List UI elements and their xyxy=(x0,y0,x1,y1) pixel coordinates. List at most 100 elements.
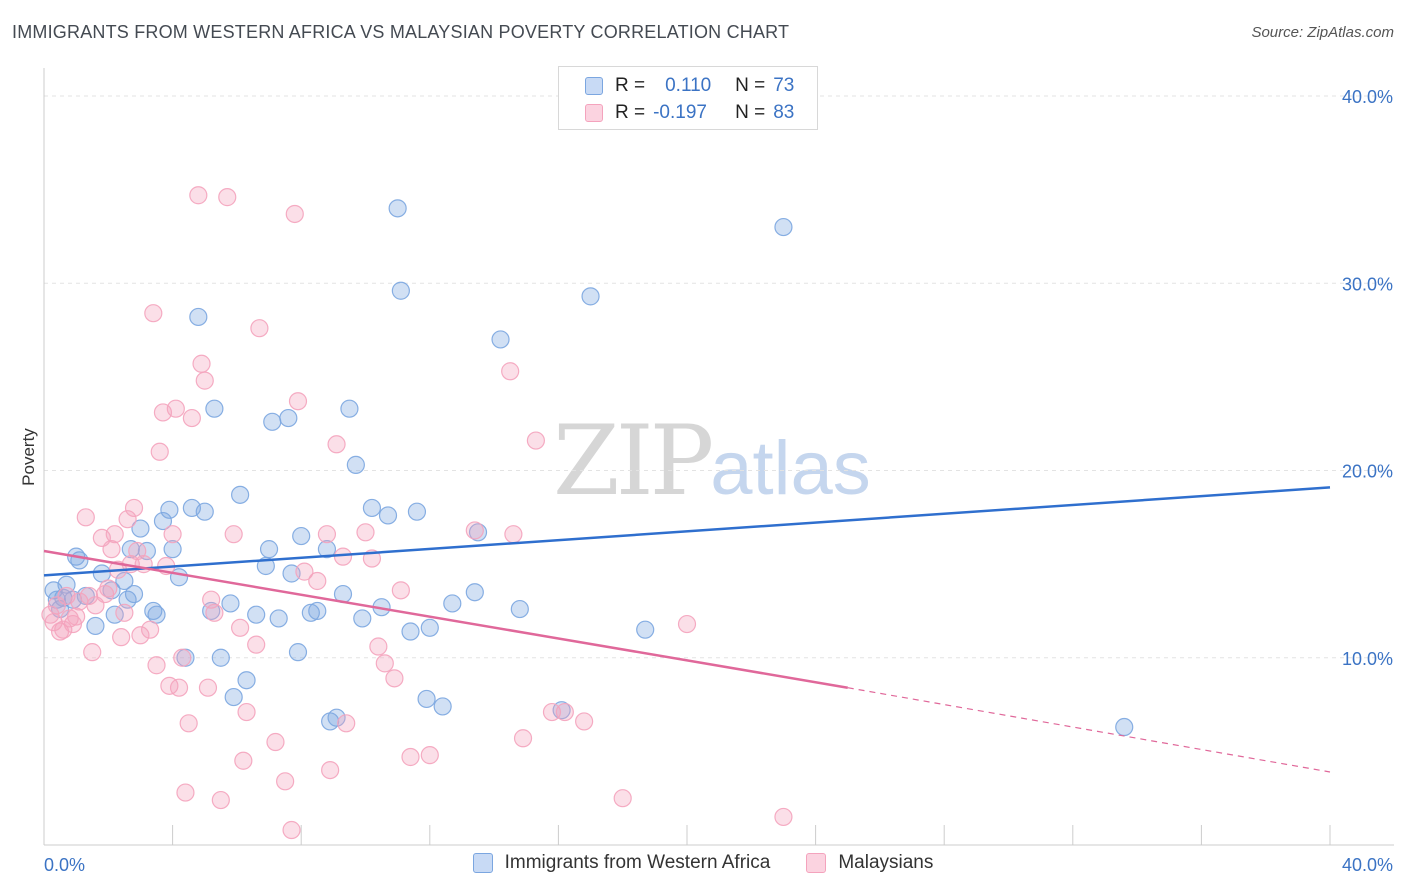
scatter-point-malaysians xyxy=(356,523,375,542)
scatter-point-western-africa xyxy=(308,601,327,621)
scatter-point-western-africa xyxy=(433,697,452,716)
scatter-point-malaysians xyxy=(169,678,189,697)
scatter-point-malaysians xyxy=(613,789,632,808)
scatter-point-western-africa xyxy=(211,648,230,667)
scatter-point-western-africa xyxy=(86,616,105,636)
scatter-point-western-africa xyxy=(468,523,488,542)
series-legend-item-malaysians: Malaysians xyxy=(806,852,933,874)
series-swatch-pink xyxy=(806,853,827,873)
scatter-point-western-africa xyxy=(340,399,359,418)
scatter-point-malaysians xyxy=(231,618,250,637)
scatter-point-malaysians xyxy=(250,319,269,338)
scatter-point-malaysians xyxy=(144,304,163,323)
scatter-point-western-africa xyxy=(317,540,337,559)
scatter-point-western-africa xyxy=(163,540,182,559)
scatter-point-western-africa xyxy=(124,584,144,604)
series-legend: Immigrants from Western Africa Malaysian… xyxy=(0,852,1406,874)
scatter-point-malaysians xyxy=(321,760,340,780)
scatter-point-malaysians xyxy=(140,620,160,639)
scatter-point-western-africa xyxy=(774,217,793,237)
scatter-point-malaysians xyxy=(333,547,353,566)
legend-r-label: R = xyxy=(615,75,646,96)
scatter-point-malaysians xyxy=(198,678,218,697)
scatter-point-malaysians xyxy=(276,772,295,791)
scatter-point-western-africa xyxy=(147,605,166,624)
scatter-point-western-africa xyxy=(189,307,208,327)
scatter-point-malaysians xyxy=(677,614,697,634)
scatter-point-western-africa xyxy=(247,605,266,624)
legend-row-western-africa: R = 0.110 N = 73 xyxy=(585,74,794,98)
y-tick-label: 10.0% xyxy=(1342,649,1393,669)
legend-r-value: -0.197 xyxy=(653,102,707,123)
scatter-point-western-africa xyxy=(115,571,134,591)
scatter-point-western-africa xyxy=(195,502,214,521)
scatter-point-western-africa xyxy=(259,540,279,559)
scatter-point-malaysians xyxy=(205,603,224,622)
scatter-point-malaysians xyxy=(179,714,198,733)
trend-line-western-africa xyxy=(43,486,1331,577)
scatter-point-malaysians xyxy=(189,186,208,205)
scatter-point-malaysians xyxy=(176,783,195,802)
scatter-point-malaysians xyxy=(504,525,523,544)
scatter-point-western-africa xyxy=(327,708,346,727)
scatter-point-malaysians xyxy=(575,712,594,731)
scatter-point-malaysians xyxy=(105,525,124,544)
scatter-point-malaysians xyxy=(150,442,169,461)
scatter-point-western-africa xyxy=(70,551,89,570)
legend-n-label: N = xyxy=(735,102,766,123)
y-tick-label: 30.0% xyxy=(1342,274,1393,294)
scatter-point-western-africa xyxy=(346,455,365,474)
scatter-point-malaysians xyxy=(192,354,211,373)
scatter-point-western-africa xyxy=(443,594,462,613)
scatter-point-malaysians xyxy=(513,729,533,748)
scatter-point-malaysians xyxy=(385,669,404,688)
x-tick-label: 40.0% xyxy=(1342,855,1393,875)
scatter-point-malaysians xyxy=(60,609,79,628)
scatter-point-western-africa xyxy=(131,519,150,538)
scatter-point-western-africa xyxy=(288,643,308,662)
scatter-point-malaysians xyxy=(83,643,102,662)
scatter-point-malaysians xyxy=(102,540,121,559)
scatter-point-malaysians xyxy=(555,702,574,722)
scatter-point-malaysians xyxy=(147,656,166,675)
legend-row-malaysians: R = -0.197 N = 83 xyxy=(585,101,794,125)
scatter-point-western-africa xyxy=(301,603,320,622)
scatter-point-malaysians xyxy=(369,637,388,656)
legend-r-value: 0.110 xyxy=(665,75,712,96)
scatter-point-malaysians xyxy=(327,435,346,454)
scatter-point-western-africa xyxy=(121,540,140,559)
scatter-point-malaysians xyxy=(218,188,237,207)
scatter-point-western-africa xyxy=(231,485,250,504)
scatter-point-malaysians xyxy=(247,635,266,654)
legend-n-value: 83 xyxy=(773,102,795,123)
scatter-point-malaysians xyxy=(76,508,95,527)
scatter-point-western-africa xyxy=(581,287,600,306)
scatter-point-western-africa xyxy=(153,511,173,531)
scatter-point-western-africa xyxy=(391,281,410,300)
scatter-point-malaysians xyxy=(401,747,420,767)
scatter-point-malaysians xyxy=(501,362,520,381)
scatter-point-malaysians xyxy=(67,607,86,626)
scatter-point-western-africa xyxy=(160,500,179,519)
scatter-point-malaysians xyxy=(79,586,99,606)
scatter-point-malaysians xyxy=(54,620,73,639)
y-axis-label: Poverty xyxy=(19,428,38,486)
scatter-point-malaysians xyxy=(282,820,301,840)
scatter-point-malaysians xyxy=(285,204,304,224)
scatter-point-western-africa xyxy=(465,583,484,602)
scatter-point-western-africa xyxy=(407,502,427,521)
scatter-point-western-africa xyxy=(279,408,298,428)
scatter-point-malaysians xyxy=(182,408,201,428)
scatter-point-malaysians xyxy=(774,807,793,827)
scatter-point-malaysians xyxy=(465,521,484,540)
scatter-point-malaysians xyxy=(47,596,66,615)
scatter-point-western-africa xyxy=(420,618,439,637)
scatter-point-western-africa xyxy=(263,412,282,431)
scatter-point-western-africa xyxy=(636,620,655,639)
scatter-point-malaysians xyxy=(375,654,394,673)
scatter-point-malaysians xyxy=(237,702,256,722)
scatter-point-western-africa xyxy=(224,687,243,707)
scatter-point-malaysians xyxy=(166,399,185,418)
scatter-point-western-africa xyxy=(378,506,398,525)
